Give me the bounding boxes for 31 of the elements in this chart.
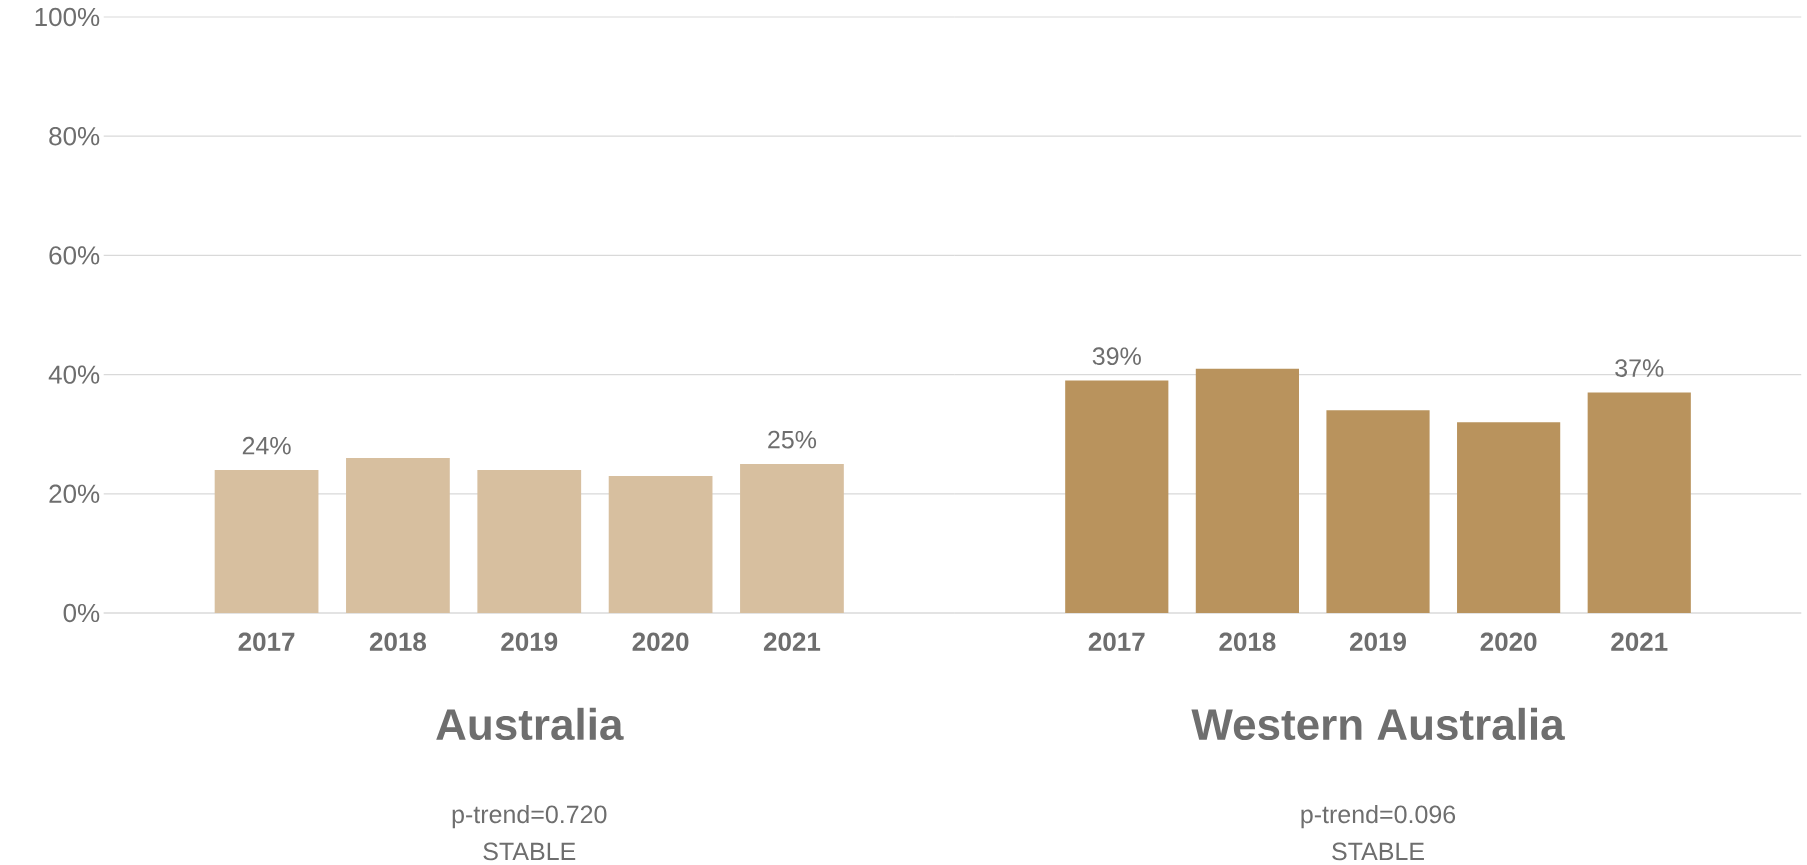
bar <box>1587 392 1691 613</box>
x-tick-label: 2020 <box>632 632 689 651</box>
bar <box>1195 368 1299 613</box>
x-axis-title: Western Australia <box>1191 707 1565 741</box>
text: STABLE <box>483 842 576 861</box>
data-label: 37% <box>1615 359 1664 377</box>
y-tick-label: 60% <box>49 246 100 265</box>
x-tick-label: 2019 <box>501 632 558 651</box>
x-tick-label: 2020 <box>1480 632 1537 651</box>
data-label: 25% <box>768 430 817 449</box>
data-label: 39% <box>1092 347 1141 366</box>
y-tick-label: 20% <box>49 484 100 503</box>
x-tick-label: 2017 <box>1088 632 1145 651</box>
x-tick-label: 2021 <box>1611 632 1668 651</box>
text: p-trend=0.096 <box>1301 804 1456 829</box>
y-tick-label: 100% <box>35 7 100 27</box>
text: STABLE <box>1332 842 1424 861</box>
y-tick-label: 80% <box>49 126 100 146</box>
x-tick-label: 2021 <box>763 632 821 651</box>
y-tick-label: 0% <box>63 603 100 623</box>
x-tick-label: 2019 <box>1349 632 1406 651</box>
x-tick-label: 2017 <box>238 632 295 651</box>
data-label: 24% <box>242 436 291 455</box>
bar <box>1065 380 1169 613</box>
x-tick-label: 2018 <box>1219 632 1276 651</box>
y-tick-label: 40% <box>48 365 100 384</box>
text: p-trend=0.720 <box>452 804 607 829</box>
bar <box>1326 410 1430 613</box>
bar <box>1457 422 1561 613</box>
x-axis-title: Australia <box>436 707 624 741</box>
x-tick-label: 2018 <box>369 632 427 651</box>
